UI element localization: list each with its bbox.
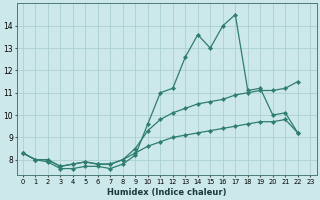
X-axis label: Humidex (Indice chaleur): Humidex (Indice chaleur) <box>107 188 226 197</box>
